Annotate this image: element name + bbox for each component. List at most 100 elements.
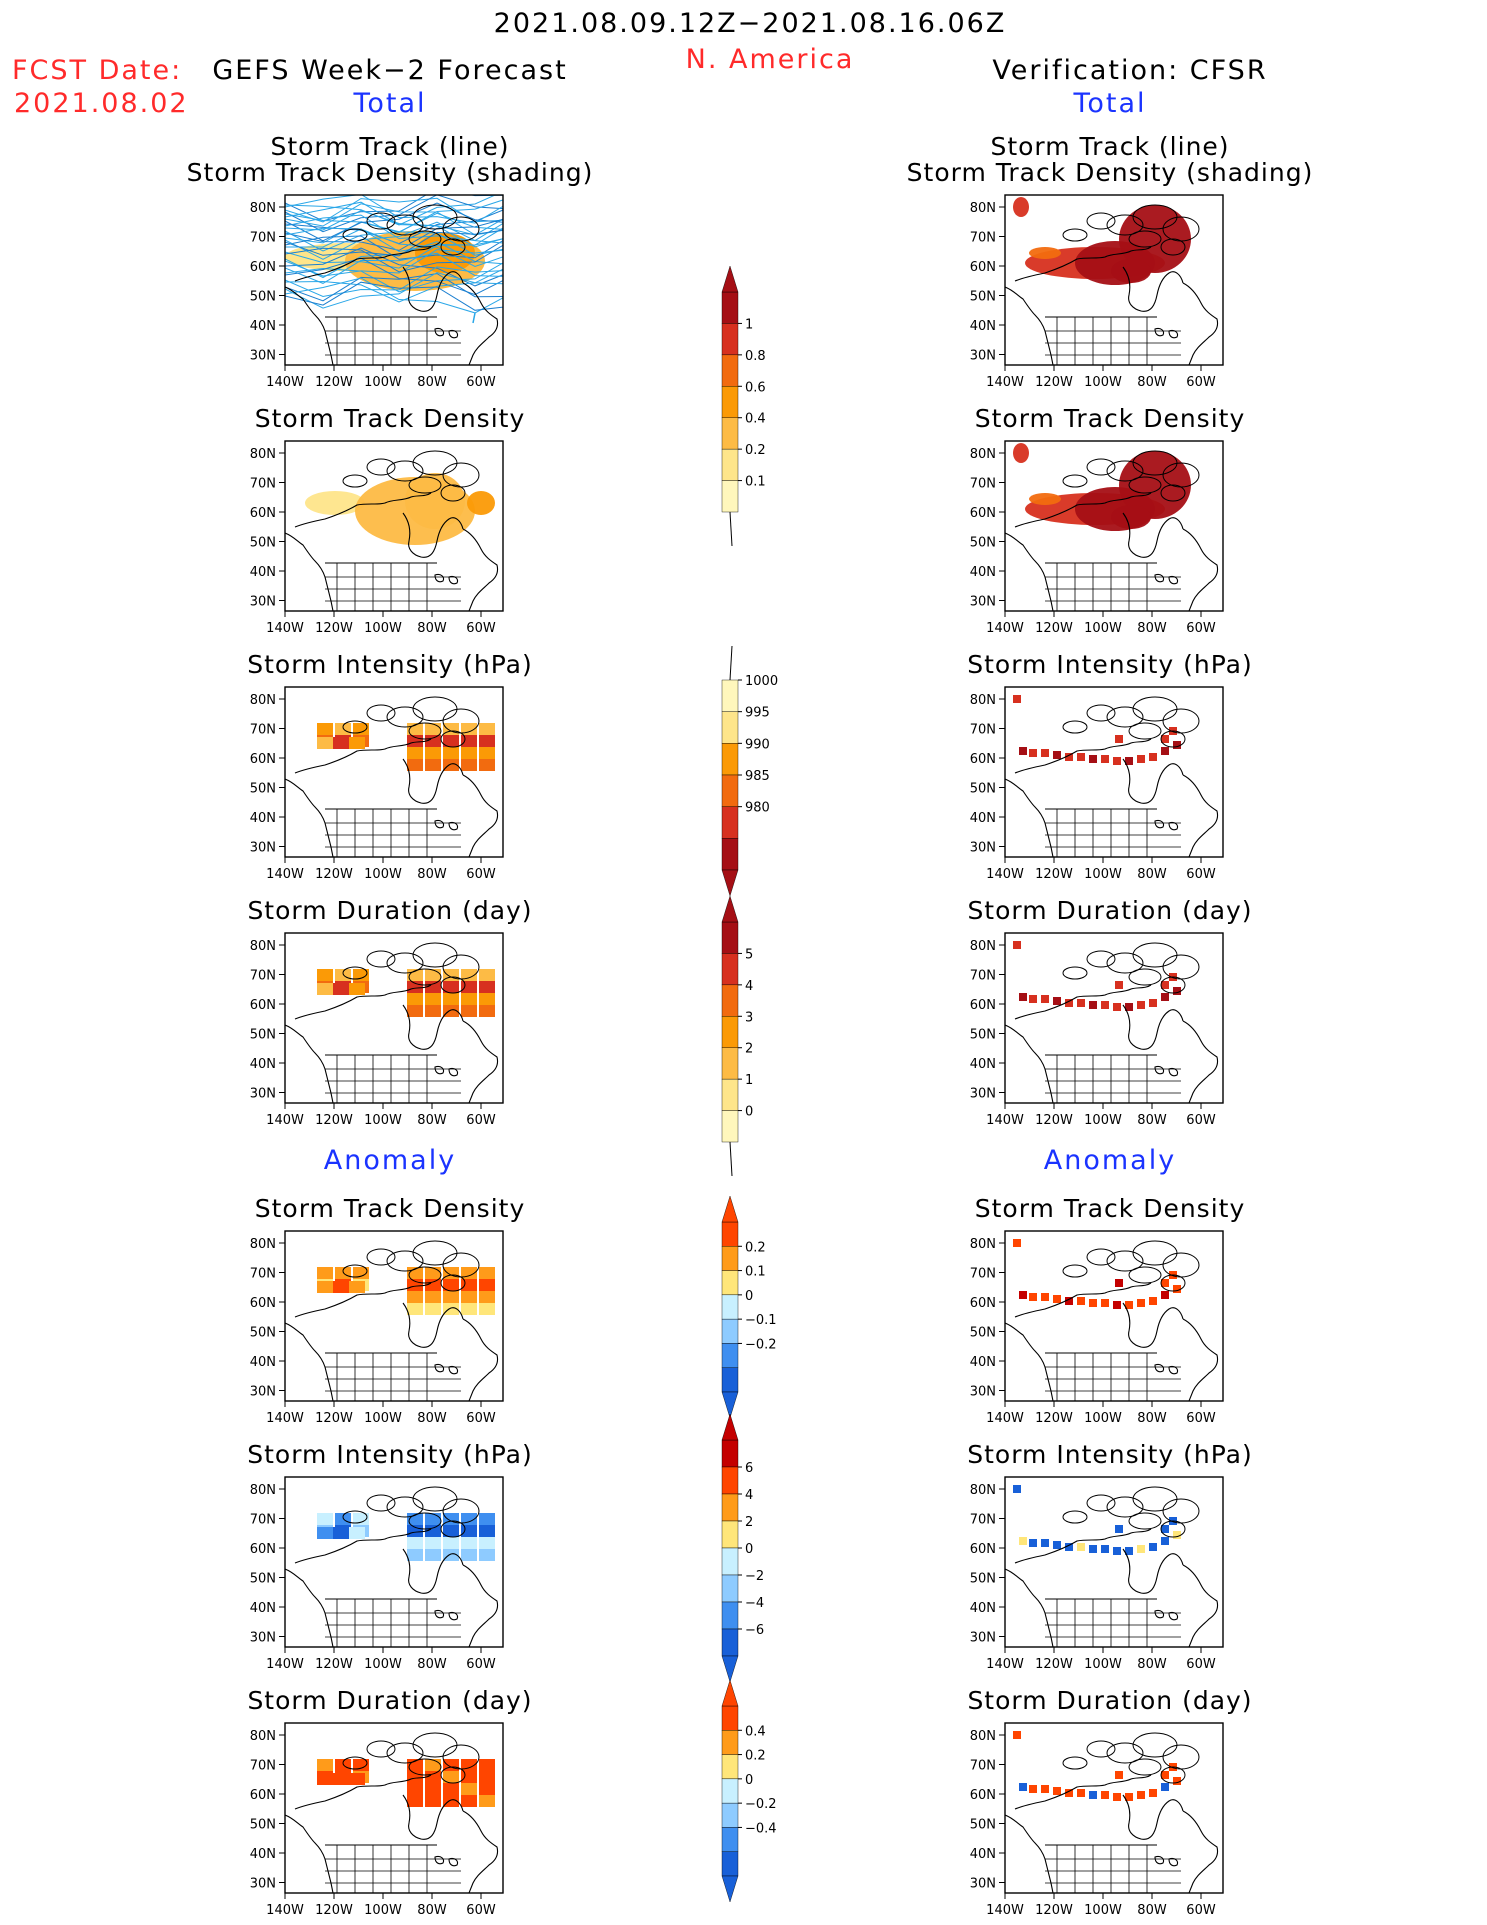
storm-track-line (285, 209, 503, 248)
grid-cell (407, 1005, 423, 1017)
coastline (1154, 1065, 1165, 1075)
lon-tick-label: 120W (315, 621, 353, 636)
colorbar-segment (721, 1705, 739, 1731)
lat-tick-label: 30N (970, 349, 996, 364)
storm-track-line (285, 195, 503, 224)
lat-tick-label: 40N (250, 319, 276, 334)
colorbar-arrow-top (721, 1679, 739, 1707)
left-anom-intensity-title: Storm Intensity (hPa) (247, 1440, 533, 1469)
lat-tick-label: 50N (970, 536, 996, 551)
grid-cell (461, 1005, 477, 1017)
grid-cell (1013, 1485, 1021, 1493)
grid-cell (1149, 753, 1157, 761)
lon-tick-label: 120W (1035, 867, 1073, 882)
lon-tick-label: 140W (266, 621, 304, 636)
colorbar-label: 0.4 (745, 412, 766, 427)
lon-tick-label: 60W (466, 1411, 496, 1426)
grid-cell (1161, 993, 1169, 1001)
colorbar-segment (721, 921, 739, 954)
grid-cell (1137, 1791, 1145, 1799)
lon-tick-label: 140W (986, 1903, 1024, 1918)
island (366, 704, 396, 722)
island (1086, 458, 1116, 476)
coastline (402, 266, 464, 312)
colorbar-segment (721, 1367, 739, 1393)
coastline (1182, 282, 1219, 365)
grid-cell (479, 1537, 495, 1549)
colorbar-label: 4 (745, 1488, 753, 1503)
lat-tick-label: 30N (250, 1385, 276, 1400)
grid-cell (425, 1267, 441, 1279)
coastline (1005, 1322, 1054, 1401)
grid-cell (1115, 1279, 1123, 1287)
lon-tick-label: 120W (315, 1657, 353, 1672)
grid-cell (461, 1759, 477, 1771)
map-background (1005, 1477, 1223, 1647)
lat-tick-label: 60N (250, 506, 276, 521)
coastline (402, 1794, 464, 1840)
colorbar-segment (721, 1730, 739, 1755)
grid-cell (1019, 1783, 1027, 1791)
island (342, 720, 368, 734)
grid-cell (479, 747, 495, 759)
coastline (462, 1020, 499, 1103)
storm-track-line (285, 218, 503, 251)
island (1160, 1520, 1186, 1538)
island (386, 1250, 424, 1272)
coastline (434, 1855, 445, 1865)
lat-tick-label: 40N (970, 1057, 996, 1072)
island (386, 1742, 424, 1764)
grid-cell (407, 1549, 423, 1561)
map-panel-l-a-den: 80N 70N 60N 50N 40N 30N 140W 120W 100W 80W 60W (250, 1230, 504, 1426)
grid-cell (353, 969, 369, 981)
island (366, 950, 396, 968)
island (1086, 704, 1116, 722)
map-frame (284, 932, 504, 1104)
colorbar-segment (721, 1270, 739, 1296)
grid-cell (1053, 1787, 1061, 1795)
island (1086, 1248, 1116, 1266)
lat-tick-label: 70N (250, 1759, 276, 1774)
colorbar-label: 0.2 (745, 1749, 766, 1764)
lon-tick-label: 80W (1137, 621, 1167, 636)
grid-cell (479, 1279, 495, 1291)
lat-tick-label: 70N (970, 1759, 996, 1774)
lon-tick-label: 120W (315, 375, 353, 390)
island (408, 1266, 442, 1284)
right-intensity-title: Storm Intensity (hPa) (967, 650, 1253, 679)
lon-tick-label: 80W (1137, 1903, 1167, 1918)
coastline (1122, 1004, 1184, 1050)
storm-track-line (285, 221, 503, 260)
colorbar-arrow-top (721, 265, 739, 293)
grid-cell (333, 1773, 349, 1785)
colorbar-segment (721, 354, 739, 387)
lat-tick-label: 80N (250, 693, 276, 708)
island (1106, 460, 1144, 482)
grid-cell (461, 1549, 477, 1561)
coastline (294, 984, 432, 1020)
map-frame (1004, 686, 1224, 858)
lat-tick-label: 70N (250, 1267, 276, 1282)
grid-cell (1125, 1003, 1133, 1011)
lat-tick-label: 50N (970, 290, 996, 305)
grid-cell (1065, 1297, 1073, 1305)
lat-tick-label: 70N (250, 231, 276, 246)
colorbar-arrow-top (721, 1413, 739, 1441)
lon-tick-label: 140W (266, 1903, 304, 1918)
map-frame (284, 1476, 504, 1648)
colorbar-label: 990 (745, 737, 770, 752)
coastline (1154, 327, 1165, 337)
colorbar-segment (721, 806, 739, 839)
coastline (434, 819, 445, 829)
island (366, 1248, 396, 1266)
map-content (285, 1231, 503, 1401)
lat-tick-label: 40N (250, 1847, 276, 1862)
density-shading (405, 473, 465, 529)
lon-tick-label: 80W (1137, 867, 1167, 882)
grid-cell (1041, 995, 1049, 1003)
island (1062, 1264, 1088, 1278)
coastline (1154, 819, 1165, 829)
island (1062, 228, 1088, 242)
colorbar-segment (721, 1547, 739, 1576)
